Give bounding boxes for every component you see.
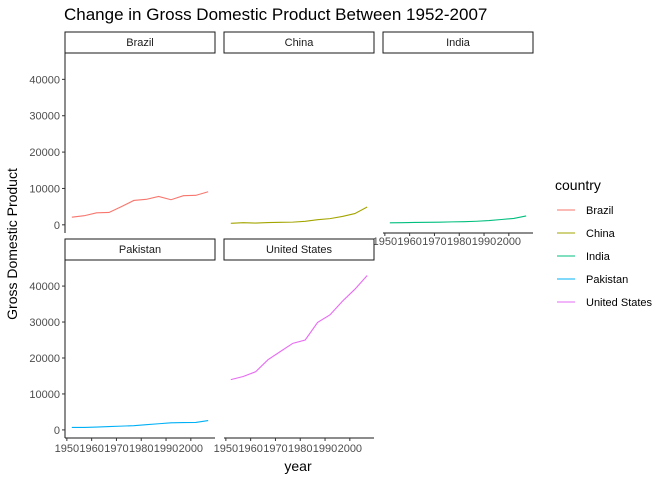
x-tick-label: 1990 [472, 236, 496, 248]
x-tick-label: 1990 [154, 443, 178, 455]
x-tick-label: 2000 [179, 443, 203, 455]
x-tick-label: 1980 [129, 443, 153, 455]
facet-pakistan: Pakistan 0 10000 20000 30000 40000 1950 1960 197… [29, 238, 216, 455]
facet-label: China [285, 37, 315, 49]
x-tick-label: 1980 [288, 443, 312, 455]
x-tick-label: 1950 [214, 443, 238, 455]
facet-brazil: Brazil 0 10000 20000 30000 40000 [29, 31, 216, 233]
y-tick-label: 40000 [29, 74, 60, 86]
legend-item-pakistan: Pakistan [557, 274, 628, 286]
legend-label: United States [586, 297, 653, 309]
legend: country Brazil China India Pakistan United S… [555, 177, 653, 309]
facet-strip [64, 238, 216, 261]
facet-label: Brazil [126, 37, 154, 49]
x-tick-label: 1960 [238, 443, 262, 455]
legend-item-united-states: United States [557, 297, 653, 309]
x-tick-label: 2000 [497, 236, 521, 248]
facet-india: India 1950 1960 1970 1980 1990 2000 [373, 31, 534, 248]
y-tick-label: 30000 [29, 317, 60, 329]
facet-label: Pakistan [119, 244, 161, 256]
facet-united-states: United States 1950 1960 1970 1980 1990 2000 [214, 238, 375, 455]
legend-label: Brazil [586, 205, 614, 217]
chart-title: Change in Gross Domestic Product Between… [64, 5, 487, 24]
legend-item-india: India [557, 251, 611, 263]
x-tick-label: 1970 [104, 443, 128, 455]
facet-strip [64, 31, 216, 54]
legend-title: country [555, 177, 601, 193]
x-tick-label: 1970 [422, 236, 446, 248]
facet-label: India [446, 37, 471, 49]
y-tick-label: 0 [54, 425, 60, 437]
series-line-united-states [230, 275, 368, 381]
x-tick-label: 1960 [397, 236, 421, 248]
legend-label: India [586, 251, 611, 263]
x-tick-label: 1960 [79, 443, 103, 455]
series-line-brazil [71, 191, 209, 218]
y-tick-label: 20000 [29, 353, 60, 365]
facet-strip [382, 31, 534, 54]
x-tick-label: 1970 [263, 443, 287, 455]
y-tick-label: 0 [54, 220, 60, 232]
series-line-india [389, 215, 527, 224]
y-tick-label: 20000 [29, 147, 60, 159]
legend-label: Pakistan [586, 274, 628, 286]
x-tick-label: 1950 [55, 443, 79, 455]
x-tick-label: 1980 [447, 236, 471, 248]
y-tick-label: 10000 [29, 183, 60, 195]
x-tick-label: 1950 [373, 236, 397, 248]
series-line-china [230, 206, 368, 224]
facet-china: China [223, 31, 375, 224]
y-axis-title: Gross Domestic Product [4, 168, 20, 320]
facet-strip [223, 31, 375, 54]
legend-label: China [586, 228, 616, 240]
x-tick-label: 1990 [313, 443, 337, 455]
x-axis-title: year [284, 458, 312, 474]
legend-item-china: China [557, 228, 616, 240]
y-tick-label: 10000 [29, 389, 60, 401]
x-tick-label: 2000 [338, 443, 362, 455]
series-line-pakistan [71, 420, 209, 429]
facet-strip [223, 238, 375, 261]
facet-label: United States [266, 244, 333, 256]
y-tick-label: 30000 [29, 111, 60, 123]
y-tick-label: 40000 [29, 281, 60, 293]
legend-item-brazil: Brazil [557, 205, 614, 217]
